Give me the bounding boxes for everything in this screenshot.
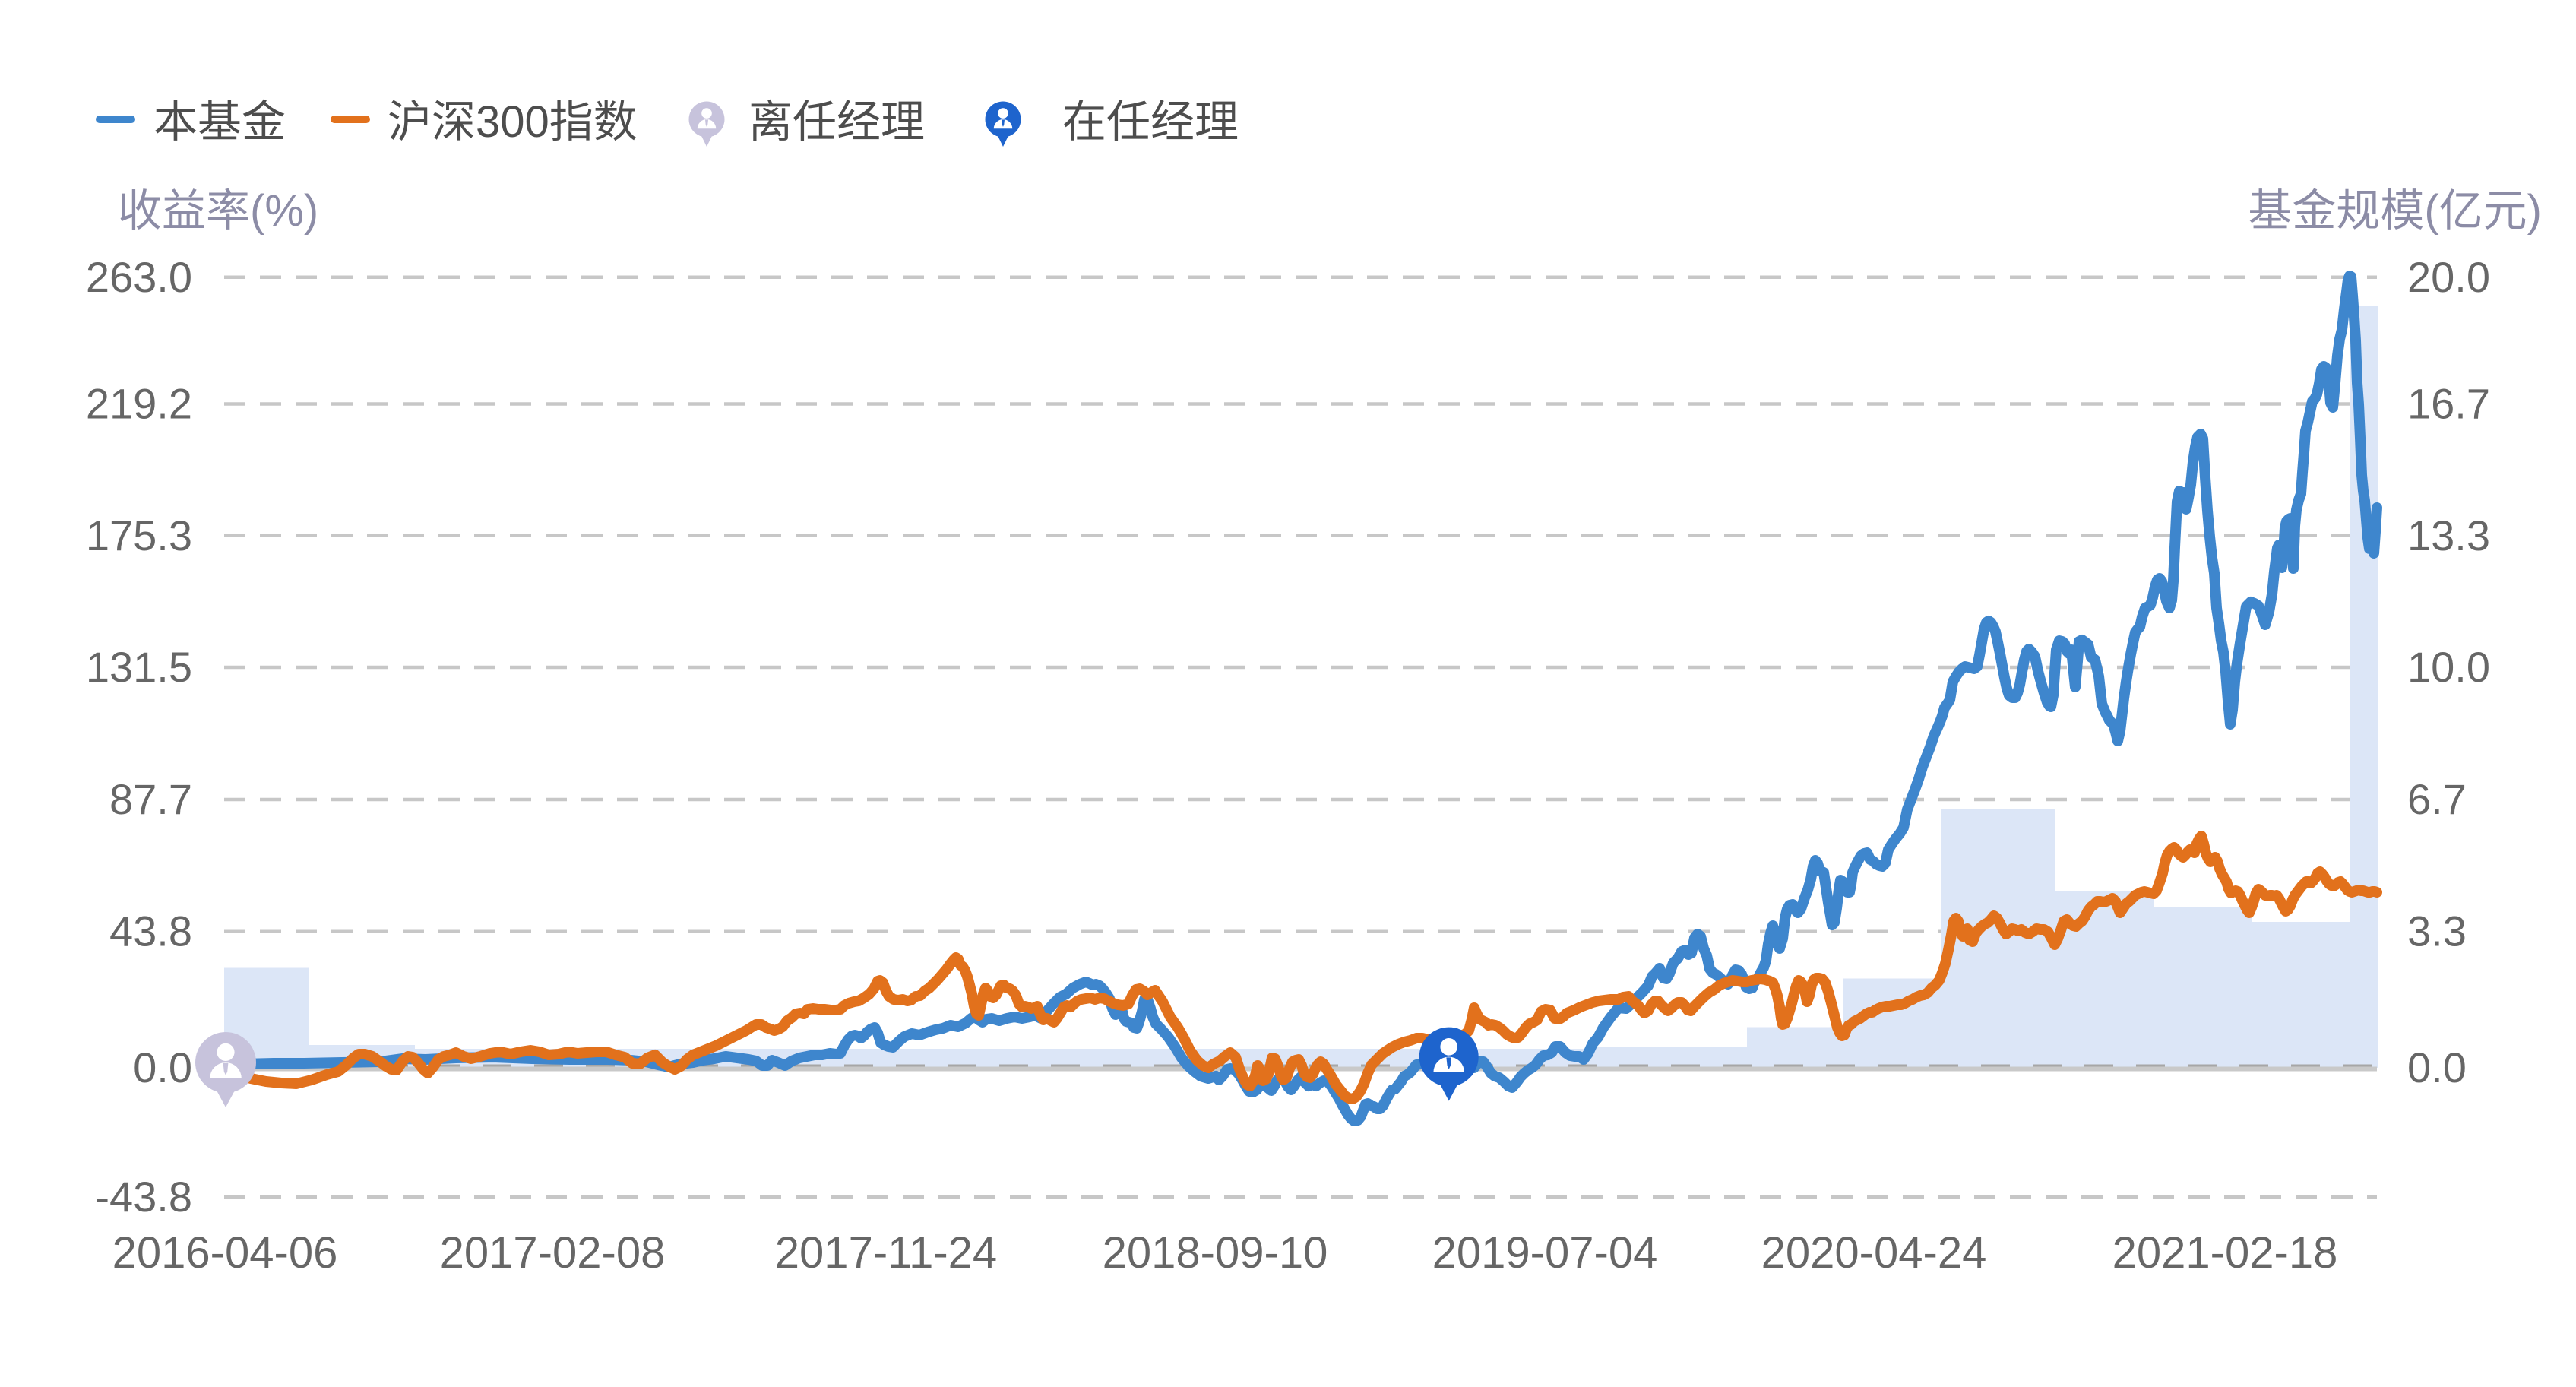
svg-text:沪深300指数: 沪深300指数 xyxy=(388,97,638,147)
svg-text:在任经理: 在任经理 xyxy=(1062,97,1239,147)
svg-text:13.3: 13.3 xyxy=(2407,511,2490,559)
svg-text:175.3: 175.3 xyxy=(86,511,192,559)
svg-text:2016-04-06: 2016-04-06 xyxy=(112,1228,338,1278)
svg-text:263.0: 263.0 xyxy=(86,253,192,301)
svg-text:2018-09-10: 2018-09-10 xyxy=(1103,1228,1328,1278)
svg-text:0.0: 0.0 xyxy=(2407,1043,2467,1091)
svg-text:2020-04-24: 2020-04-24 xyxy=(1761,1228,1987,1278)
svg-text:219.2: 219.2 xyxy=(86,380,192,428)
svg-text:131.5: 131.5 xyxy=(86,643,192,691)
svg-text:2017-02-08: 2017-02-08 xyxy=(440,1228,666,1278)
svg-text:-43.8: -43.8 xyxy=(95,1173,192,1221)
svg-text:87.7: 87.7 xyxy=(109,775,192,823)
svg-text:收益率(%): 收益率(%) xyxy=(118,186,318,236)
svg-text:离任经理: 离任经理 xyxy=(748,97,925,147)
svg-text:16.7: 16.7 xyxy=(2407,380,2490,428)
svg-text:基金规模(亿元): 基金规模(亿元) xyxy=(2248,186,2542,236)
svg-text:43.8: 43.8 xyxy=(109,907,192,955)
svg-text:2017-11-24: 2017-11-24 xyxy=(775,1228,997,1278)
svg-text:2019-07-04: 2019-07-04 xyxy=(1432,1228,1658,1278)
svg-text:20.0: 20.0 xyxy=(2407,253,2490,301)
svg-text:6.7: 6.7 xyxy=(2407,775,2467,823)
svg-text:3.3: 3.3 xyxy=(2407,907,2467,955)
svg-text:0.0: 0.0 xyxy=(133,1043,192,1091)
svg-text:本基金: 本基金 xyxy=(153,97,286,147)
svg-text:10.0: 10.0 xyxy=(2407,643,2490,691)
svg-text:2021-02-18: 2021-02-18 xyxy=(2112,1228,2338,1278)
